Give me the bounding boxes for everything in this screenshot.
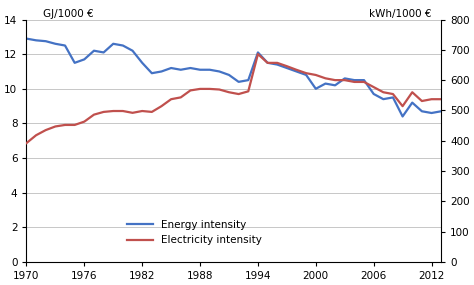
Legend: Energy intensity, Electricity intensity: Energy intensity, Electricity intensity <box>123 216 266 249</box>
Text: kWh/1000 €: kWh/1000 € <box>369 9 431 19</box>
Text: GJ/1000 €: GJ/1000 € <box>43 9 93 19</box>
